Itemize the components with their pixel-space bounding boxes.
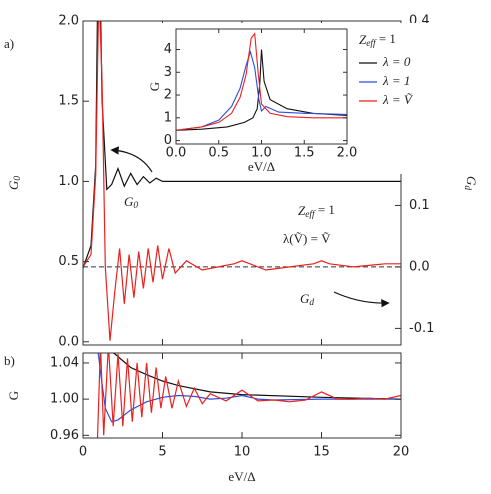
- y2-tick-label: 0.0: [409, 259, 430, 274]
- legend-label: λ = 0: [382, 54, 411, 69]
- panel-label: a): [4, 36, 14, 51]
- y-tick-label: 1.5: [58, 94, 79, 109]
- y-tick-label: 2.0: [58, 14, 79, 29]
- panel-label: b): [4, 353, 15, 368]
- legend-title-sub: eff: [366, 38, 377, 49]
- y-tick-label: 4: [164, 42, 172, 57]
- annotation-base: G: [300, 291, 310, 306]
- y2-tick-label: 0.1: [409, 198, 430, 213]
- y-tick-label: 1.0: [58, 174, 79, 189]
- inset-background: [148, 23, 458, 174]
- annotation-sub: 0: [133, 201, 138, 211]
- y-tick-label: 1.04: [50, 355, 79, 370]
- series-line: [83, 21, 401, 269]
- annotation: G0: [124, 194, 138, 211]
- annotation-sub: eff: [305, 209, 316, 220]
- series-line: [176, 32, 347, 131]
- y2-axis-label: Gd: [462, 176, 479, 190]
- series-line: [111, 353, 401, 400]
- x-tick-label: 2.0: [337, 146, 358, 161]
- x-tick-label: 0: [79, 445, 87, 460]
- y-tick-label: 0.96: [50, 428, 79, 443]
- y-axis-label-base: G: [6, 180, 21, 190]
- y2-tick-label: -0.1: [409, 321, 434, 336]
- legend-label: λ = 1: [382, 73, 410, 88]
- series-line: [96, 353, 401, 438]
- annotation: Gd: [300, 291, 314, 308]
- y-axis-label: G: [6, 391, 21, 400]
- y-tick-label: 0.0: [58, 334, 79, 349]
- arrow-g0: [110, 146, 153, 173]
- legend-title-rest: = 1: [376, 31, 396, 46]
- y-tick-label: 0.5: [58, 254, 79, 269]
- x-tick-label: 0.5: [208, 146, 229, 161]
- x-axis-label: eV/Δ: [248, 159, 275, 174]
- x-tick-label: 1.5: [294, 146, 315, 161]
- x-tick-label: 1.0: [251, 146, 272, 161]
- y-tick-label: 1.00: [50, 392, 79, 407]
- x-tick-label: 10: [234, 445, 251, 460]
- series-line: [97, 353, 401, 423]
- x-tick-label: 15: [313, 445, 330, 460]
- y-axis-label-sub: 0: [13, 176, 23, 181]
- y2-axis-label-sub: d: [462, 185, 472, 190]
- y2-axis-label-base: G: [464, 176, 479, 186]
- annotation-sub: d: [309, 298, 314, 308]
- series-line: [176, 49, 347, 131]
- y-tick-label: 1: [164, 110, 172, 125]
- x-tick-label: 20: [393, 445, 410, 460]
- legend-label: λ = Ṽ: [382, 92, 414, 107]
- legend-title-base: Z: [359, 32, 367, 47]
- annotation-base: G: [124, 194, 134, 209]
- y-tick-label: 0: [164, 133, 172, 148]
- annotation-base: Z: [298, 203, 306, 218]
- legend-title: Zeff = 1: [359, 31, 396, 49]
- x-axis-label: eV/Δ: [228, 469, 255, 484]
- x-tick-label: 5: [158, 445, 166, 460]
- annotation: Zeff = 1: [298, 202, 335, 220]
- y-axis-label: G0: [6, 176, 23, 190]
- arrow-gd: [333, 291, 390, 308]
- y-tick-label: 3: [164, 65, 172, 80]
- series-line: [83, 21, 401, 341]
- y-axis-label: G: [147, 82, 162, 91]
- annotation-rest: = 1: [315, 202, 335, 217]
- annotation: λ(Ṽ) = Ṽ: [283, 231, 331, 246]
- x-tick-label: 0.0: [166, 146, 187, 161]
- y-tick-label: 2: [164, 88, 172, 103]
